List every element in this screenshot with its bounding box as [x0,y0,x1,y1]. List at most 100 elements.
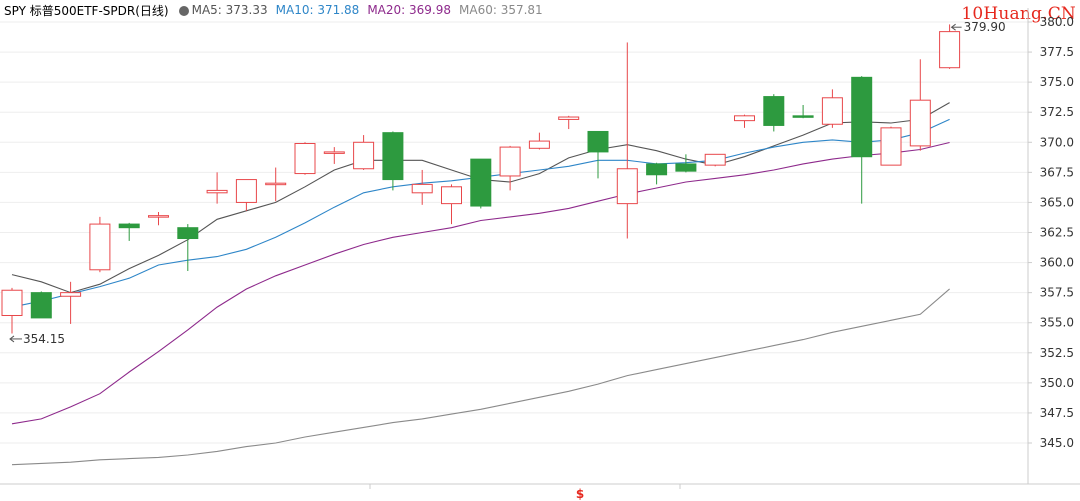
candle [353,135,375,170]
candle [616,42,638,239]
candle-body [939,31,961,69]
candle [60,281,82,324]
y-tick-label: 347.5 [1040,406,1074,420]
y-tick-label: 352.5 [1040,346,1074,360]
candle [763,94,785,132]
y-tick-label: 375.0 [1040,75,1074,89]
y-tick-label: 350.0 [1040,376,1074,390]
candle [118,222,140,241]
dollar-marker: $ [576,487,584,501]
candle-body [616,168,638,205]
candle-body [646,163,668,176]
candle-body [294,142,316,175]
candle [704,153,726,167]
ma-settings-icon[interactable] [178,6,189,16]
candle [470,158,492,209]
legend-symbol: SPY 标普500ETF-SPDR(日线) [4,3,169,18]
candle-body [792,115,814,118]
candle-body [763,96,785,126]
site-watermark: 10Huang.CN [961,4,1076,24]
y-tick-label: 377.5 [1040,45,1074,59]
candle-body [587,130,609,153]
annotation-high-label: 379.90 [964,20,1006,34]
candle [792,104,814,119]
candle-body [177,227,199,240]
candle-body [382,132,404,181]
candle [148,212,169,226]
candle [294,142,316,175]
candle [528,132,550,150]
legend-ma20: MA20: 369.98 [367,3,452,17]
candle-body [323,151,345,154]
annotation-arrowhead [9,335,15,343]
y-tick-label: 380.0 [1040,15,1074,29]
chart-legend: SPY 标普500ETF-SPDR(日线) MA5: 373.33 MA10: … [4,2,551,18]
candle-body [235,179,257,203]
y-tick-label: 355.0 [1040,316,1074,330]
candle-body [470,158,492,207]
candle-body [89,223,111,271]
y-tick-label: 360.0 [1040,256,1074,270]
candle-body [909,99,931,147]
candle-body [118,223,140,229]
ma-line-ma10 [11,118,950,308]
price-axis: 345.0 347.5 350.0 352.5 355.0 357.5 360.0 362.5… [0,8,1080,489]
candle-body [558,116,580,120]
legend-ma5: MA5: 373.33 [191,3,268,17]
candle [411,169,433,205]
candle-body [265,182,287,186]
candle-body [30,292,52,319]
y-tick-label: 365.0 [1040,195,1074,209]
y-tick-label: 367.5 [1040,165,1074,179]
candle [646,162,668,185]
y-tick-label: 362.5 [1040,226,1074,240]
candle [1,287,23,334]
candle [89,216,111,273]
legend-ma10: MA10: 371.88 [275,3,360,17]
candle [734,114,755,128]
legend-ma60: MA60: 357.81 [459,3,543,17]
candle [675,154,697,173]
y-tick-label: 370.0 [1040,135,1074,149]
chart-grid [0,21,1028,444]
ma-line-ma60 [11,288,950,466]
candle-body [206,189,228,194]
candle-body [60,292,82,297]
candle [821,89,843,128]
candle [382,131,404,191]
candle [235,179,257,211]
y-tick-label: 345.0 [1040,436,1074,450]
candle [177,224,199,271]
candle-body [148,215,169,218]
candle [441,184,462,225]
candle-body [734,115,755,122]
candles [1,24,961,334]
candle [499,145,521,191]
ma-line-ma20 [11,141,950,425]
candle-body [821,97,843,125]
candle-body [675,163,697,172]
annotation-arrowhead [950,23,956,31]
candle [323,147,345,164]
candle [851,76,873,204]
annotation-low-label: 354.15 [23,332,65,346]
candle-body [704,153,726,166]
candle [939,24,961,69]
candle-body [851,76,873,158]
candle [587,130,609,179]
candle [880,126,902,166]
candle-body [499,146,521,177]
price-annotations: 354.15 379.90 [9,20,1006,346]
candle-body [880,127,902,166]
candle-body [528,140,550,149]
candle-body [353,141,375,170]
candle-body [1,289,23,316]
candle-body [441,186,462,205]
y-tick-label: 357.5 [1040,286,1074,300]
candle-body [411,183,433,194]
moving-average-lines [11,102,950,466]
candle [206,172,228,204]
y-tick-label: 372.5 [1040,105,1074,119]
candle [30,291,52,319]
